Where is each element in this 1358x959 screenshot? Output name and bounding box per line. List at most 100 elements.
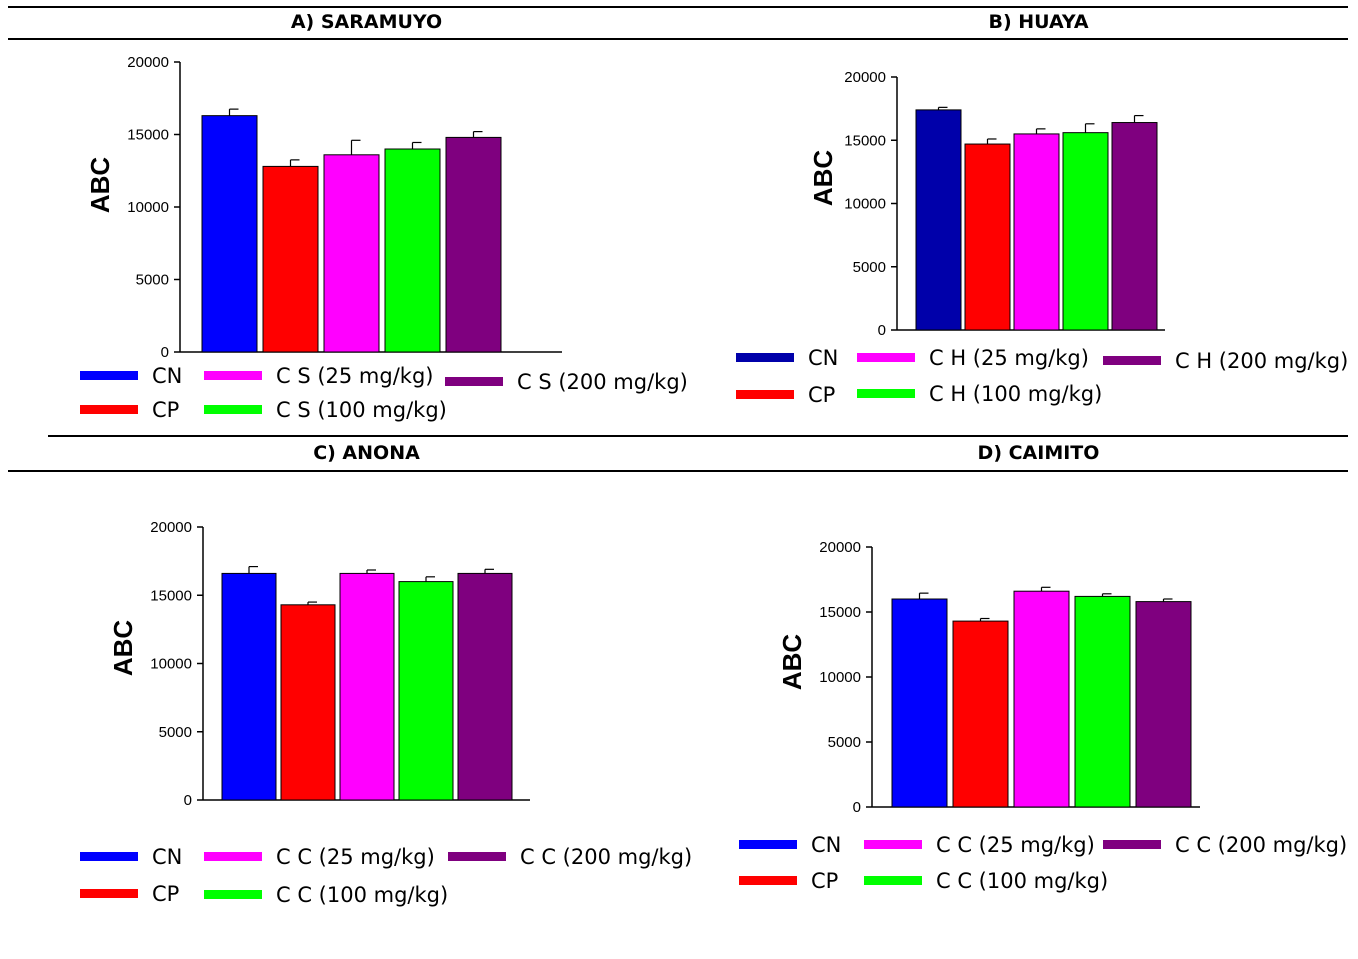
bar <box>1013 590 1070 808</box>
legend-swatch <box>1103 840 1161 849</box>
bar <box>280 604 336 801</box>
legend-entry: C S (25 mg/kg) <box>204 364 433 388</box>
chart-panel-b: 0 5000 10000 15000 20000 ABC CN CP C H (25 mg/kg… <box>736 69 1348 407</box>
bar <box>339 572 395 801</box>
y-tick-label: 5000 <box>159 724 192 741</box>
legend-entry: CN <box>739 833 841 857</box>
legend-label: CP <box>152 882 179 906</box>
legend-label: C C (200 mg/kg) <box>1175 833 1347 857</box>
legend-swatch <box>448 852 506 861</box>
legend-entry: C S (200 mg/kg) <box>445 370 688 394</box>
bar <box>915 109 962 331</box>
legend-swatch <box>80 405 138 414</box>
y-tick-label: 20000 <box>127 54 169 71</box>
legend-entry: CP <box>80 882 179 906</box>
legend-label: C C (100 mg/kg) <box>936 869 1108 893</box>
y-tick-label: 5000 <box>828 734 861 751</box>
legend-entry: C S (100 mg/kg) <box>204 398 447 422</box>
legend-entry: CP <box>80 398 179 422</box>
bar <box>1013 133 1060 331</box>
bar <box>952 620 1009 808</box>
bar <box>323 154 380 353</box>
legend-entry: C C (200 mg/kg) <box>448 845 692 869</box>
bar <box>1074 595 1131 808</box>
legend-entry: C C (100 mg/kg) <box>204 883 448 907</box>
legend-label: C S (200 mg/kg) <box>517 370 688 394</box>
panel-title-c: C) ANONA <box>313 442 420 464</box>
legend-label: CN <box>152 845 182 869</box>
legend-label: CN <box>808 346 838 370</box>
legend-entry: CP <box>739 869 838 893</box>
legend-entry: CN <box>736 346 838 370</box>
y-axis-label: ABC <box>777 634 807 691</box>
y-tick-label: 10000 <box>819 669 861 686</box>
bar <box>1135 601 1192 808</box>
legend-entry: C C (25 mg/kg) <box>204 845 435 869</box>
legend-swatch <box>80 889 138 898</box>
bar <box>262 165 319 353</box>
legend-label: C H (25 mg/kg) <box>929 346 1089 370</box>
y-tick-label: 0 <box>878 322 886 339</box>
y-tick-label: 15000 <box>844 132 886 149</box>
y-axis-label: ABC <box>808 150 838 207</box>
bar <box>398 581 454 801</box>
chart-panel-d: 0 5000 10000 15000 20000 ABC CN CP C C (25 mg/kg… <box>739 539 1347 893</box>
y-tick-label: 20000 <box>844 69 886 86</box>
legend-swatch <box>1103 356 1161 365</box>
y-tick-label: 15000 <box>150 587 192 604</box>
bar <box>384 148 441 353</box>
y-tick-label: 0 <box>184 792 192 809</box>
y-tick-label: 5000 <box>136 272 169 289</box>
bar <box>201 115 258 353</box>
legend-label: CP <box>811 869 838 893</box>
y-axis-label: ABC <box>85 157 115 214</box>
legend-entry: CN <box>80 845 182 869</box>
bar <box>445 136 502 353</box>
legend-swatch <box>204 405 262 414</box>
y-tick-label: 20000 <box>819 539 861 556</box>
y-tick-label: 0 <box>161 344 169 361</box>
legend-label: C C (25 mg/kg) <box>276 845 435 869</box>
legend-label: C C (200 mg/kg) <box>520 845 692 869</box>
legend-entry: C H (100 mg/kg) <box>857 382 1102 406</box>
bar <box>457 572 513 801</box>
bar <box>221 572 277 801</box>
bar <box>964 143 1011 331</box>
bar <box>891 598 948 808</box>
table-header-rule-left <box>8 38 687 40</box>
legend-swatch <box>80 371 138 380</box>
table-header-rule-right <box>687 38 1348 40</box>
legend-label: C H (100 mg/kg) <box>929 382 1102 406</box>
table-middle-rule-right <box>687 435 1348 437</box>
legend-label: CN <box>811 833 841 857</box>
legend-label: CN <box>152 364 182 388</box>
legend-swatch <box>857 353 915 362</box>
table-top-rule <box>8 6 1348 8</box>
legend-entry: CN <box>80 364 182 388</box>
legend-entry: C C (100 mg/kg) <box>864 869 1108 893</box>
y-tick-label: 10000 <box>127 199 169 216</box>
legend-swatch <box>864 840 922 849</box>
legend-label: C C (100 mg/kg) <box>276 883 448 907</box>
legend-label: CP <box>152 398 179 422</box>
legend-entry: C H (25 mg/kg) <box>857 346 1089 370</box>
legend-swatch <box>204 852 262 861</box>
chart-panel-a: 0 5000 10000 15000 20000 ABC CN CP C S (25 mg/kg… <box>80 54 688 422</box>
y-axis-label: ABC <box>108 620 138 677</box>
legend-label: C S (100 mg/kg) <box>276 398 447 422</box>
bar <box>1111 122 1158 331</box>
table-middle-rule-left <box>48 435 687 437</box>
legend-swatch <box>864 876 922 885</box>
legend-label: C C (25 mg/kg) <box>936 833 1095 857</box>
legend-entry: CP <box>736 383 835 407</box>
panel-title-a: A) SARAMUYO <box>290 11 443 33</box>
legend-swatch <box>739 876 797 885</box>
y-tick-label: 15000 <box>127 127 169 144</box>
legend-label: CP <box>808 383 835 407</box>
y-tick-label: 20000 <box>150 519 192 536</box>
legend-label: C H (200 mg/kg) <box>1175 349 1348 373</box>
legend-swatch <box>736 353 794 362</box>
legend-swatch <box>80 852 138 861</box>
y-tick-label: 5000 <box>853 259 886 276</box>
